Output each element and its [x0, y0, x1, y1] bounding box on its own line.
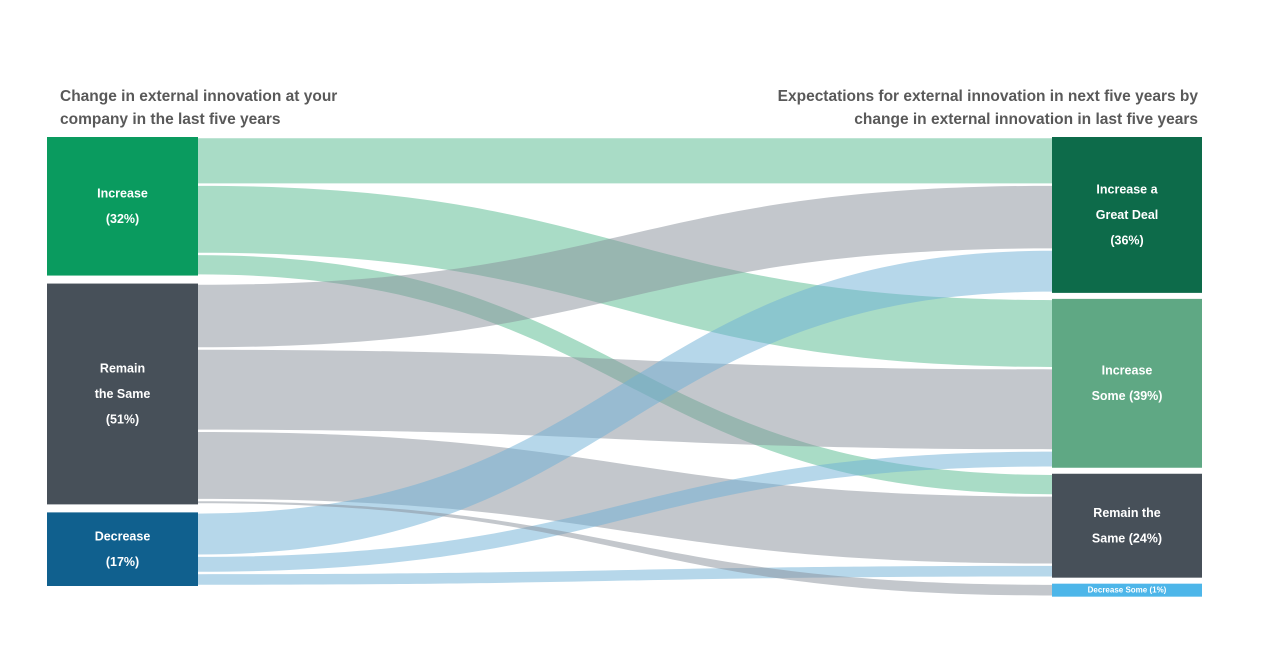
flow-remain-the-same-to-remain-the-same — [198, 431, 1052, 564]
right-node-decrease-some — [1052, 583, 1202, 597]
flow-decrease-to-remain-the-same — [198, 565, 1052, 585]
right-node-label-increase-a-great-deal: Increase a Great Deal (36%) — [1096, 182, 1159, 247]
left-node-label-increase: Increase (32%) — [97, 187, 148, 227]
right-node-label-remain-the-same: Remain the Same (24%) — [1092, 506, 1162, 546]
right-node-label-decrease-some: Decrease Some (1%) — [1088, 586, 1167, 595]
flow-decrease-to-increase-a-great-deal — [198, 250, 1052, 555]
left-node-remain-the-same — [47, 283, 198, 505]
flow-increase-to-increase-a-great-deal — [198, 138, 1052, 184]
left-node-label-decrease: Decrease (17%) — [95, 529, 151, 569]
right-node-remain-the-same — [1052, 473, 1202, 578]
flow-remain-the-same-to-decrease-some — [198, 501, 1052, 596]
left-node-increase — [47, 137, 198, 276]
right-axis-title: Expectations for external innovation in … — [777, 88, 1198, 128]
flow-decrease-to-increase-some — [198, 451, 1052, 572]
left-node-decrease — [47, 512, 198, 586]
left-axis-title: Change in external innovation at your co… — [60, 88, 338, 128]
left-node-label-remain-the-same: Remain the Same (51%) — [95, 361, 151, 426]
right-node-increase-a-great-deal — [1052, 137, 1202, 293]
flow-remain-the-same-to-increase-a-great-deal — [198, 185, 1052, 348]
right-node-label-increase-some: Increase Some (39%) — [1092, 364, 1163, 404]
right-node-increase-some — [1052, 298, 1202, 468]
